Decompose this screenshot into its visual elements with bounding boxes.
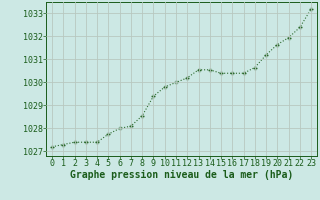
X-axis label: Graphe pression niveau de la mer (hPa): Graphe pression niveau de la mer (hPa) (70, 170, 293, 180)
